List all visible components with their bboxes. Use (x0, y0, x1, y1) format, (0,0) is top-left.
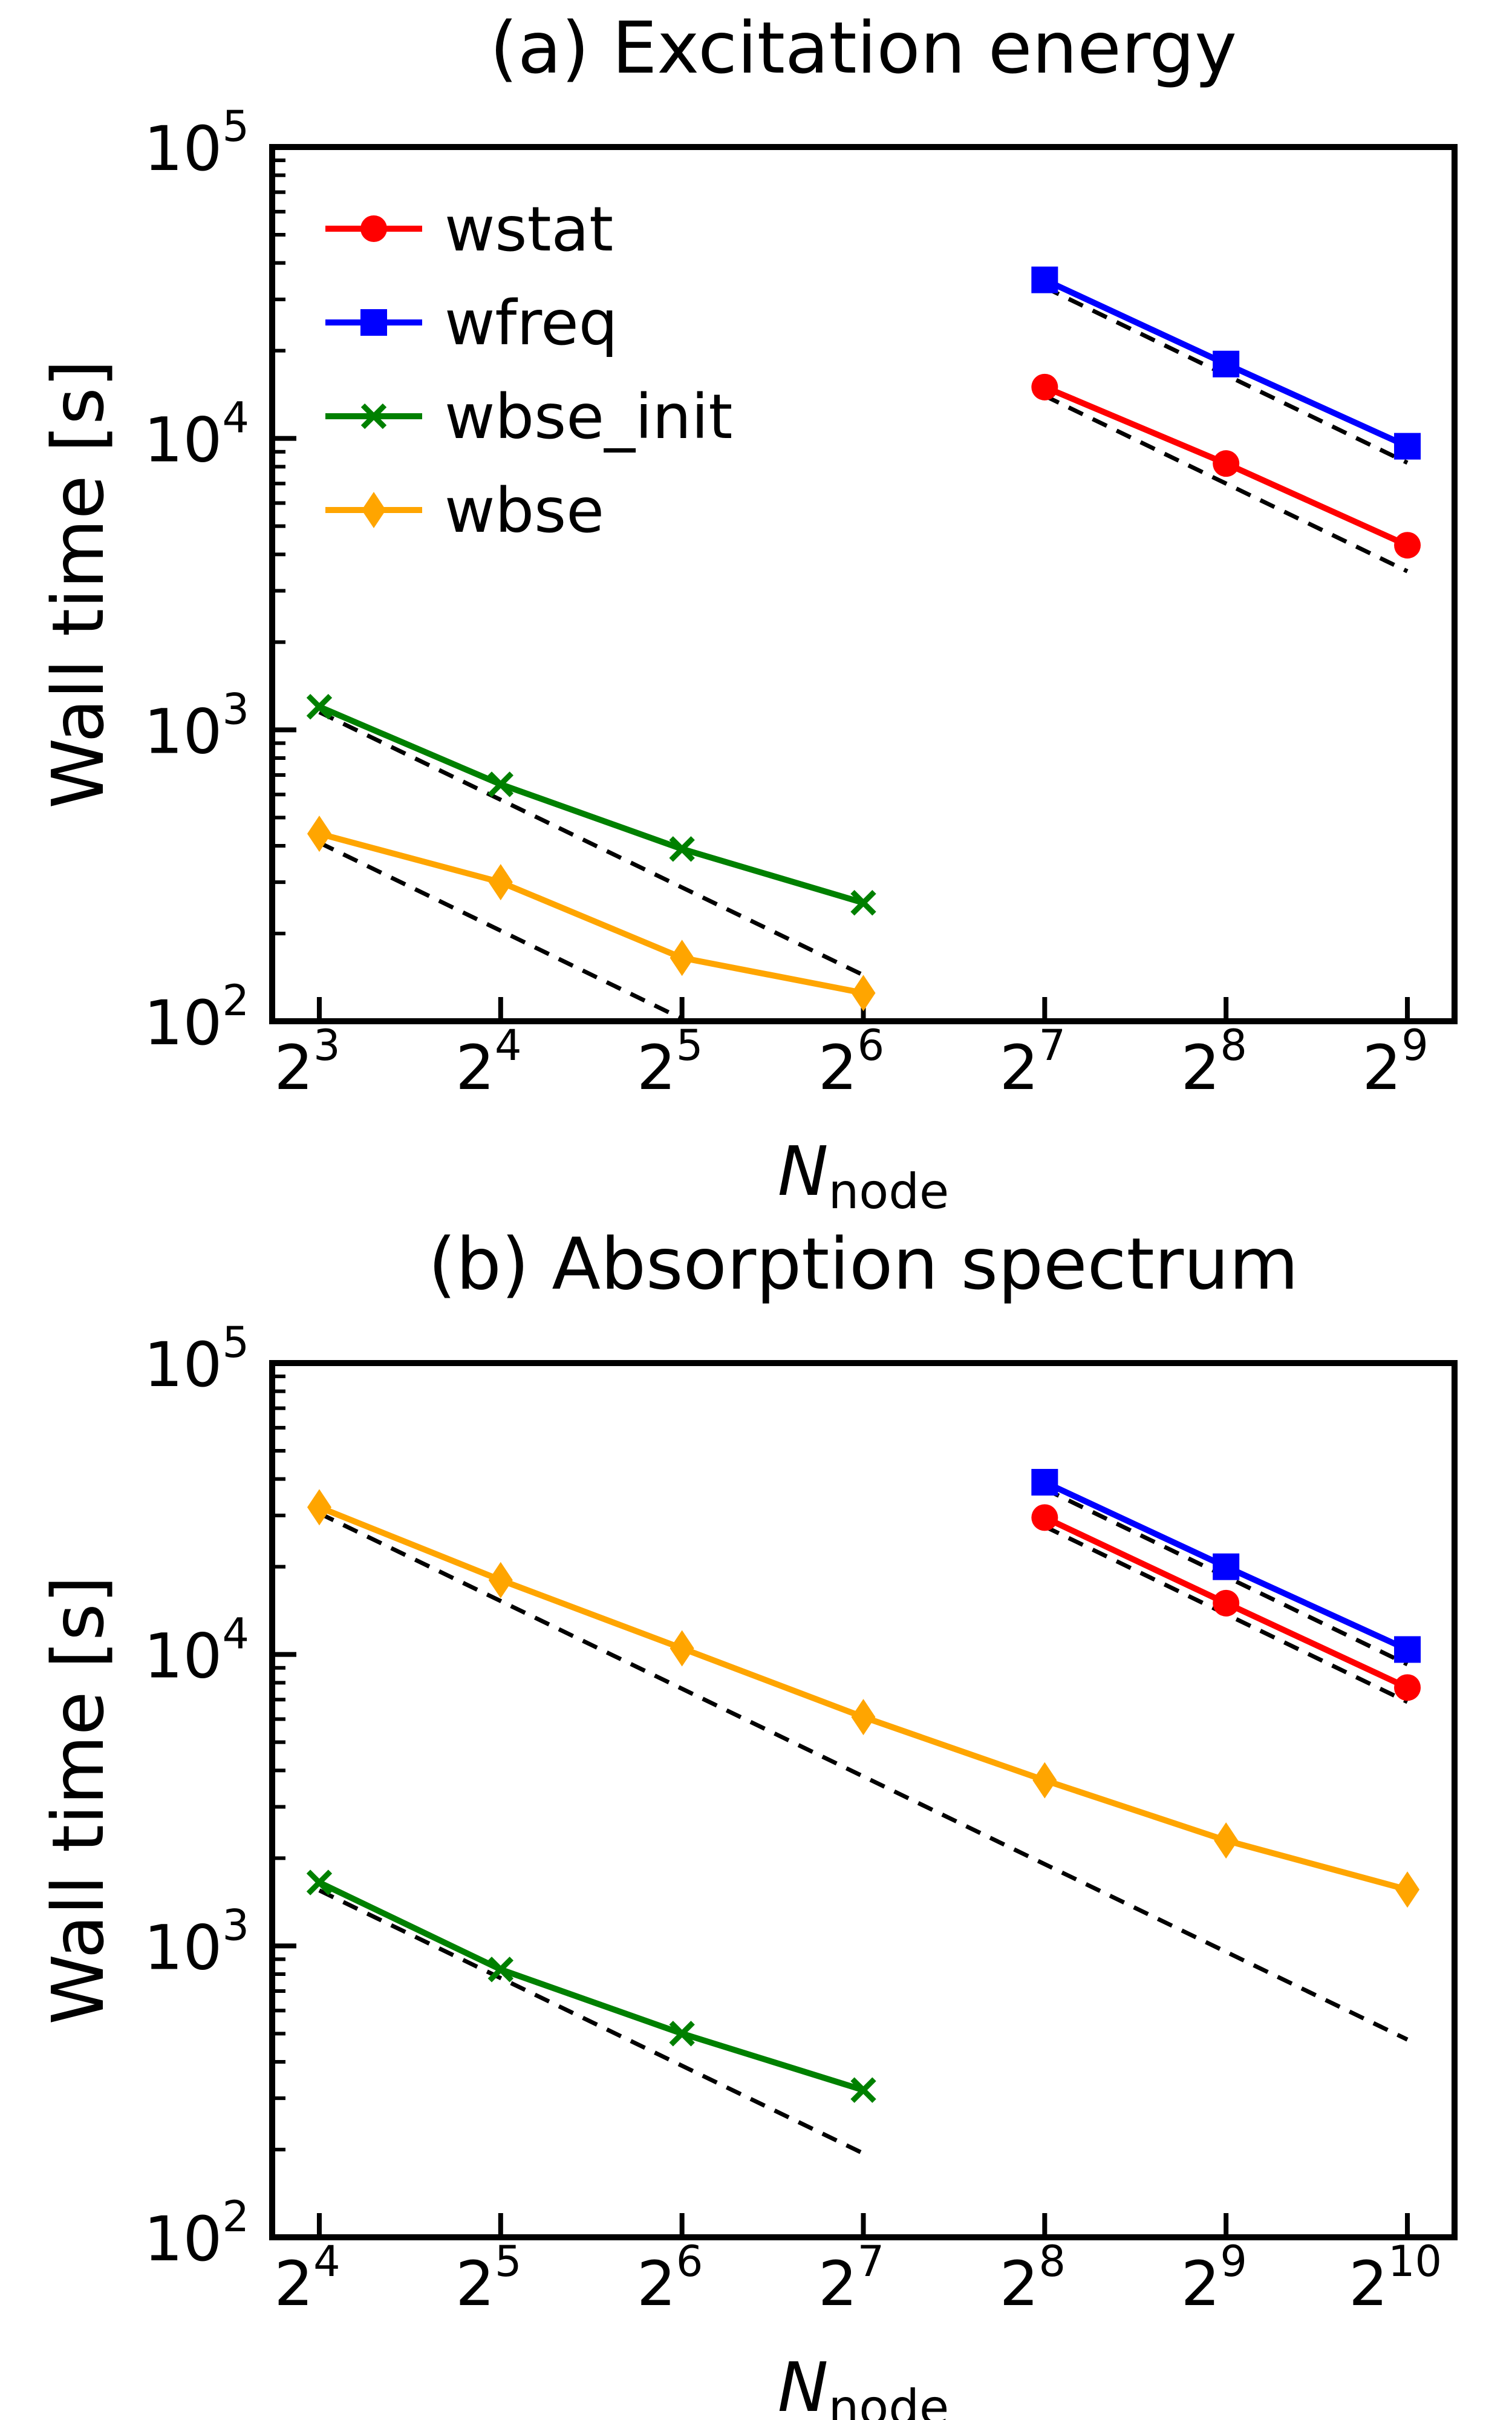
ideal-scaling-line (318, 710, 865, 977)
data-point-wbse_init-stroke (669, 836, 695, 862)
data-point-wbse (1214, 1822, 1239, 1859)
legend-label-wstat: wstat (445, 194, 613, 266)
y-tick-label: 102 (144, 976, 249, 1059)
data-point-wbse_init (487, 771, 513, 797)
data-point-wbse (851, 975, 876, 1012)
data-point-wfreq (1394, 1636, 1421, 1663)
data-point-wbse_init (669, 2021, 695, 2047)
data-point-wbse_init (850, 2077, 876, 2103)
y-axis-label: Wall time [s] (36, 1575, 120, 2024)
legend-marker-wfreq (360, 309, 387, 336)
data-point-wbse (307, 1489, 331, 1526)
data-point-wbse (670, 1630, 694, 1667)
x-tick-label: 27 (1000, 1021, 1066, 1104)
data-point-wbse_init-stroke (850, 890, 876, 916)
chart-panel-a: (a) Excitation energy 102 103 104 105 23 24 25 2… (36, 6, 1458, 1220)
data-point-wbse (851, 1699, 876, 1736)
x-tick-label: 26 (637, 2237, 703, 2320)
y-axis-label: Wall time [s] (36, 359, 120, 808)
series-line-wbse (318, 831, 864, 996)
data-point-wstat (1031, 373, 1058, 401)
y-tick-label: 104 (144, 393, 249, 477)
y-tick-label: 104 (144, 1609, 249, 1693)
data-point-wbse_init-stroke (487, 771, 513, 797)
data-point-wbse_init (306, 694, 333, 720)
ideal-scaling-line (318, 840, 683, 1021)
data-point-wbse_init (306, 1869, 333, 1895)
data-point-wfreq (1031, 266, 1058, 293)
plot-frame (269, 1360, 1458, 2240)
data-point-wbse (488, 1562, 513, 1598)
x-tick-label: 25 (455, 2237, 521, 2320)
chart-title: (b) Absorption spectrum (428, 1222, 1299, 1306)
x-tick-label: 28 (1000, 2237, 1066, 2320)
x-tick-label: 27 (818, 2237, 884, 2320)
data-point-wbse_init (669, 836, 695, 862)
data-point-wbse_init (487, 1957, 513, 1983)
data-point-wstat (1213, 450, 1240, 477)
ideal-scaling-line (1043, 394, 1409, 574)
data-point-wbse (307, 816, 331, 852)
data-point-wbse (1395, 1871, 1420, 1908)
data-point-wstat (1394, 1674, 1421, 1701)
data-point-wbse (488, 864, 513, 901)
chart-title: (a) Excitation energy (490, 6, 1237, 90)
data-point-wbse_init-stroke (850, 2077, 876, 2103)
y-tick-label: 105 (144, 102, 249, 185)
ideal-scaling-line (318, 1888, 865, 2156)
x-axis-label: Nnode (778, 1133, 949, 1220)
legend-label-wbse_init: wbse_init (445, 381, 732, 453)
series-line-wbse (318, 1504, 1409, 1893)
x-tick-label: 23 (274, 1021, 340, 1104)
data-point-wbse_init-stroke (487, 1957, 513, 1983)
data-point-wbse_init-stroke (306, 1869, 333, 1895)
x-tick-label: 26 (818, 1021, 884, 1104)
x-tick-label: 28 (1181, 1021, 1246, 1104)
y-tick-label: 103 (144, 1900, 249, 1984)
legend-marker-wbse_init-stroke (360, 403, 387, 430)
data-point-wfreq (1213, 1553, 1240, 1580)
data-point-wbse (670, 940, 694, 976)
legend-marker-wbse (362, 492, 386, 528)
data-point-wstat (1394, 532, 1421, 559)
x-tick-label: 210 (1349, 2237, 1442, 2320)
series-line-wbse_init (318, 704, 864, 906)
y-tick-label: 102 (144, 2192, 249, 2275)
series-line-wbse_init (318, 1880, 864, 2093)
data-point-wfreq (1213, 350, 1240, 378)
data-point-wbse_init-stroke (306, 694, 333, 720)
plot-frame (269, 144, 1458, 1024)
data-point-wbse_init (850, 890, 876, 916)
ideal-scaling-line (318, 1511, 1409, 2042)
y-tick-label: 103 (144, 684, 249, 768)
x-tick-label: 24 (455, 1021, 521, 1104)
chart-panel-b: (b) Absorption spectrum 102 103 104 105 24 25 2… (36, 1222, 1458, 2420)
x-axis-label: Nnode (778, 2349, 949, 2420)
data-point-wstat (1213, 1589, 1240, 1617)
data-point-wstat (1031, 1504, 1058, 1531)
x-tick-label: 25 (637, 1021, 703, 1104)
x-tick-label: 29 (1362, 1021, 1428, 1104)
x-tick-label: 24 (274, 2237, 340, 2320)
legend-marker-wbse_init (360, 403, 387, 430)
y-tick-label: 105 (144, 1318, 249, 1401)
legend-marker-wstat (360, 215, 387, 242)
data-point-wbse (1032, 1762, 1057, 1799)
data-point-wbse_init-stroke (669, 2021, 695, 2047)
x-tick-label: 29 (1181, 2237, 1246, 2320)
legend-label-wbse: wbse (445, 475, 604, 547)
data-point-wfreq (1394, 433, 1421, 460)
legend-label-wfreq: wfreq (445, 287, 618, 359)
data-point-wfreq (1031, 1468, 1058, 1496)
